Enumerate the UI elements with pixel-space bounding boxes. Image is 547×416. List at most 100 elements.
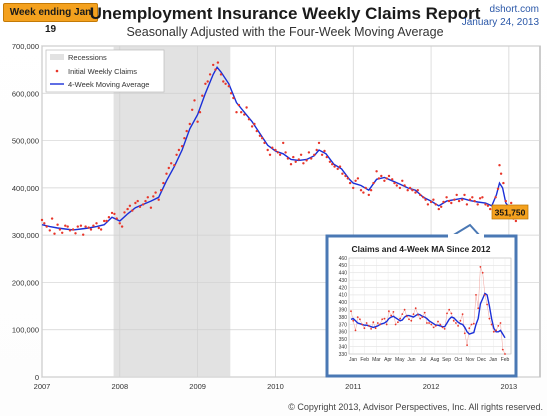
inset-claims-point xyxy=(434,325,437,327)
claims-point xyxy=(167,166,170,170)
inset-x-tick-label: Feb xyxy=(501,357,510,363)
inset-y-tick-label: 420 xyxy=(339,285,348,291)
claims-point xyxy=(478,197,482,200)
moving-average-line xyxy=(41,66,516,231)
claims-point xyxy=(359,189,363,192)
claims-point xyxy=(247,118,251,121)
legend-box xyxy=(45,49,165,93)
claims-point xyxy=(136,199,139,203)
claims-point xyxy=(105,219,108,223)
claims-point xyxy=(45,225,48,228)
inset-x-tick-label: Jul xyxy=(420,357,426,363)
y-tick-label: 600,000 xyxy=(12,89,39,98)
x-tick-label: 2007 xyxy=(34,382,51,391)
claims-point xyxy=(175,153,178,156)
claims-point xyxy=(341,172,344,175)
claims-point xyxy=(383,179,386,182)
inset-plot-area xyxy=(348,257,512,355)
inset-y-tick-label: 360 xyxy=(339,330,348,336)
callout-box xyxy=(491,204,529,220)
claims-point xyxy=(222,80,225,83)
source-site[interactable]: dshort.com xyxy=(489,4,539,15)
inset-claims-point xyxy=(388,310,390,313)
claims-point xyxy=(294,160,297,163)
claims-point xyxy=(354,179,357,182)
inset-claims-point xyxy=(359,318,361,321)
claims-point xyxy=(411,189,414,192)
inset-claims-point xyxy=(403,308,406,311)
claims-point xyxy=(317,141,321,145)
inset-claims-point xyxy=(439,323,442,326)
claims-point xyxy=(56,223,59,226)
claims-point xyxy=(302,162,305,165)
claims-point xyxy=(240,111,243,114)
inset-claims-point xyxy=(365,322,368,324)
callout-value: 351,750 xyxy=(495,208,526,218)
claims-point xyxy=(206,80,209,83)
inset-claims-point xyxy=(397,321,399,324)
claims-point xyxy=(61,231,64,234)
inset-claims-point xyxy=(470,323,473,326)
claims-point xyxy=(227,85,230,88)
inset-claims-point xyxy=(399,317,401,320)
claims-point xyxy=(380,174,383,178)
inset-claims-point xyxy=(504,353,506,355)
claims-point xyxy=(367,193,370,197)
claims-point xyxy=(414,191,417,194)
inset-claims-point xyxy=(379,323,381,326)
inset-y-tick-label: 410 xyxy=(339,293,348,299)
claims-point xyxy=(348,181,352,185)
claims-point xyxy=(305,159,308,162)
inset-x-tick-label: Mar xyxy=(372,357,381,363)
claims-point xyxy=(299,153,303,156)
legend-label-recessions: Recessions xyxy=(68,53,107,62)
inset-claims-point xyxy=(383,317,386,320)
claims-point xyxy=(447,199,451,203)
claims-point xyxy=(352,186,355,190)
inset-claims-point xyxy=(412,313,415,315)
claims-point xyxy=(198,111,202,114)
claims-point xyxy=(391,178,394,181)
claims-point xyxy=(498,164,501,167)
claims-point xyxy=(180,145,184,148)
inset-x-tick-label: Jan xyxy=(349,357,357,363)
claims-point xyxy=(173,164,176,167)
inset-claims-point xyxy=(501,348,504,351)
claims-point xyxy=(243,113,246,116)
claims-point xyxy=(422,196,425,199)
claims-point xyxy=(82,233,85,236)
claims-point xyxy=(250,125,254,128)
claims-point xyxy=(64,224,67,227)
claims-point xyxy=(440,205,443,208)
inset-y-tick-label: 460 xyxy=(339,256,348,262)
claims-point xyxy=(159,189,163,192)
inset-claims-point xyxy=(443,328,446,330)
inset-claims-point xyxy=(463,332,466,335)
claims-point xyxy=(253,122,256,126)
claims-point xyxy=(71,228,75,231)
inset-y-tick-label: 400 xyxy=(339,300,348,306)
inset-y-tick-label: 330 xyxy=(339,352,348,358)
inset-y-tick-label: 350 xyxy=(339,337,348,343)
legend-recession-swatch xyxy=(50,54,64,60)
y-tick-label: 500,000 xyxy=(12,137,39,146)
claims-point xyxy=(403,184,406,187)
claims-point xyxy=(282,141,285,145)
claims-point xyxy=(393,181,396,185)
inset-claims-point xyxy=(497,325,500,327)
claims-point xyxy=(138,205,142,208)
inset-claims-point xyxy=(390,314,393,317)
inset-claims-point xyxy=(394,323,397,326)
claims-point xyxy=(43,222,46,225)
inset-claims-point xyxy=(452,319,455,322)
claims-point xyxy=(235,111,238,114)
claims-point xyxy=(276,151,279,154)
inset-claims-point xyxy=(426,322,428,324)
source-credit: dshort.com January 24, 2013 xyxy=(462,3,539,29)
claims-point xyxy=(424,198,427,201)
week-ending-badge: Week ending Jan 19 xyxy=(3,3,98,35)
claims-point xyxy=(338,165,342,168)
claims-point xyxy=(372,181,375,185)
claims-point xyxy=(232,96,235,100)
claims-point xyxy=(146,196,149,199)
